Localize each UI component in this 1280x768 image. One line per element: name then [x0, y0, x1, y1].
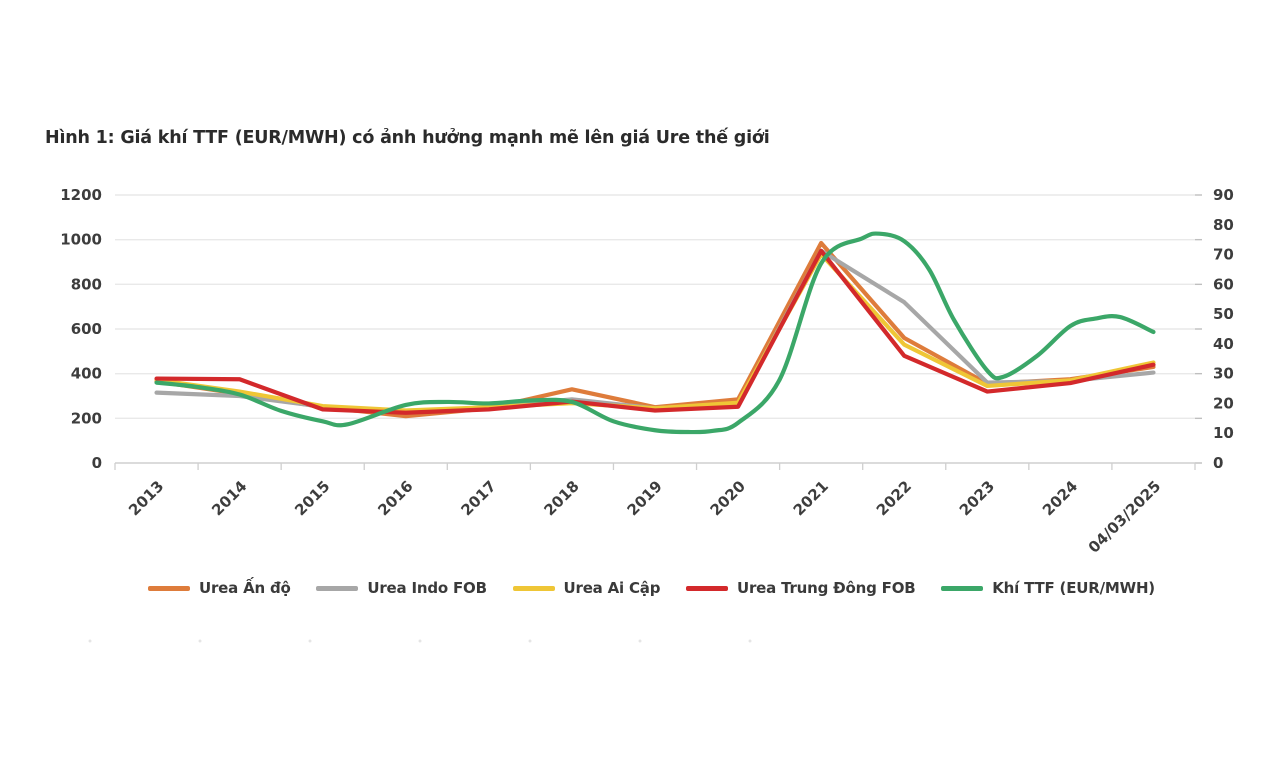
x-axis-label: 2022 — [873, 477, 915, 519]
right-axis-tick-label: 40 — [1213, 335, 1234, 353]
x-axis-label: 2023 — [956, 477, 998, 519]
right-axis-tick-label: 70 — [1213, 246, 1234, 264]
left-axis-tick-label: 1000 — [60, 231, 102, 249]
legend-label: Urea Trung Đông FOB — [736, 579, 916, 597]
x-axis-label: 04/03/2025 — [1085, 477, 1165, 557]
legend-swatch-icon — [512, 585, 555, 591]
right-axis-tick-label: 0 — [1213, 454, 1223, 472]
x-axis-label: 2021 — [790, 477, 832, 519]
x-axis-label: 2014 — [208, 477, 250, 519]
x-axis-label: 2013 — [125, 477, 167, 519]
legend-item-urea-india: Urea Ấn độ — [148, 579, 291, 597]
right-axis-tick-label: 30 — [1213, 365, 1234, 383]
x-axis-label: 2017 — [457, 477, 499, 519]
legend-item-urea-middle-east-fob: Urea Trung Đông FOB — [685, 579, 916, 597]
right-axis-tick-label: 20 — [1213, 394, 1234, 412]
series-line-urea-egypt — [154, 252, 1156, 413]
legend-label: Khí TTF (EUR/MWH) — [992, 579, 1155, 597]
right-axis-tick-label: 80 — [1213, 216, 1234, 234]
chart-legend: Urea Ấn độ Urea Indo FOB Urea Ai Cập Urea T… — [148, 579, 1155, 597]
legend-label: Urea Indo FOB — [367, 579, 487, 597]
legend-swatch-icon — [685, 585, 728, 591]
chart-title: Hình 1: Giá khí TTF (EUR/MWH) có ảnh hưở… — [45, 128, 770, 148]
x-axis-label: 2015 — [291, 477, 333, 519]
x-axis-label: 2016 — [374, 477, 416, 519]
legend-item-ttf-gas: Khí TTF (EUR/MWH) — [941, 579, 1155, 597]
legend-label: Urea Ai Cập — [563, 579, 661, 597]
x-axis-label: 2024 — [1039, 477, 1081, 519]
x-axis-label: 2020 — [707, 477, 749, 519]
series-line-urea-indo-fob — [154, 248, 1156, 414]
legend-swatch-icon — [148, 585, 190, 591]
right-axis-tick-label: 50 — [1213, 305, 1234, 323]
left-axis-tick-label: 0 — [92, 454, 102, 472]
legend-swatch-icon — [316, 585, 359, 591]
right-axis-tick-label: 10 — [1213, 424, 1234, 442]
left-axis-tick-label: 200 — [71, 409, 102, 427]
right-axis-tick-label: 60 — [1213, 275, 1234, 293]
left-axis-tick-label: 400 — [71, 365, 102, 383]
x-axis-label: 2019 — [624, 477, 666, 519]
x-axis-label: 2018 — [541, 477, 583, 519]
legend-label: Urea Ấn độ — [199, 579, 291, 597]
left-axis-tick-label: 800 — [71, 275, 102, 293]
legend-swatch-icon — [941, 585, 984, 591]
left-axis-tick-label: 1200 — [60, 186, 102, 204]
series-line-ttf-gas — [154, 231, 1156, 435]
left-axis-tick-label: 600 — [71, 320, 102, 338]
right-axis-tick-label: 90 — [1213, 186, 1234, 204]
legend-item-urea-egypt: Urea Ai Cập — [512, 579, 661, 597]
faded-footnote-artifact — [35, 636, 805, 646]
legend-item-urea-indo-fob: Urea Indo FOB — [316, 579, 487, 597]
series-line-urea-middle-east-fob — [154, 248, 1156, 415]
